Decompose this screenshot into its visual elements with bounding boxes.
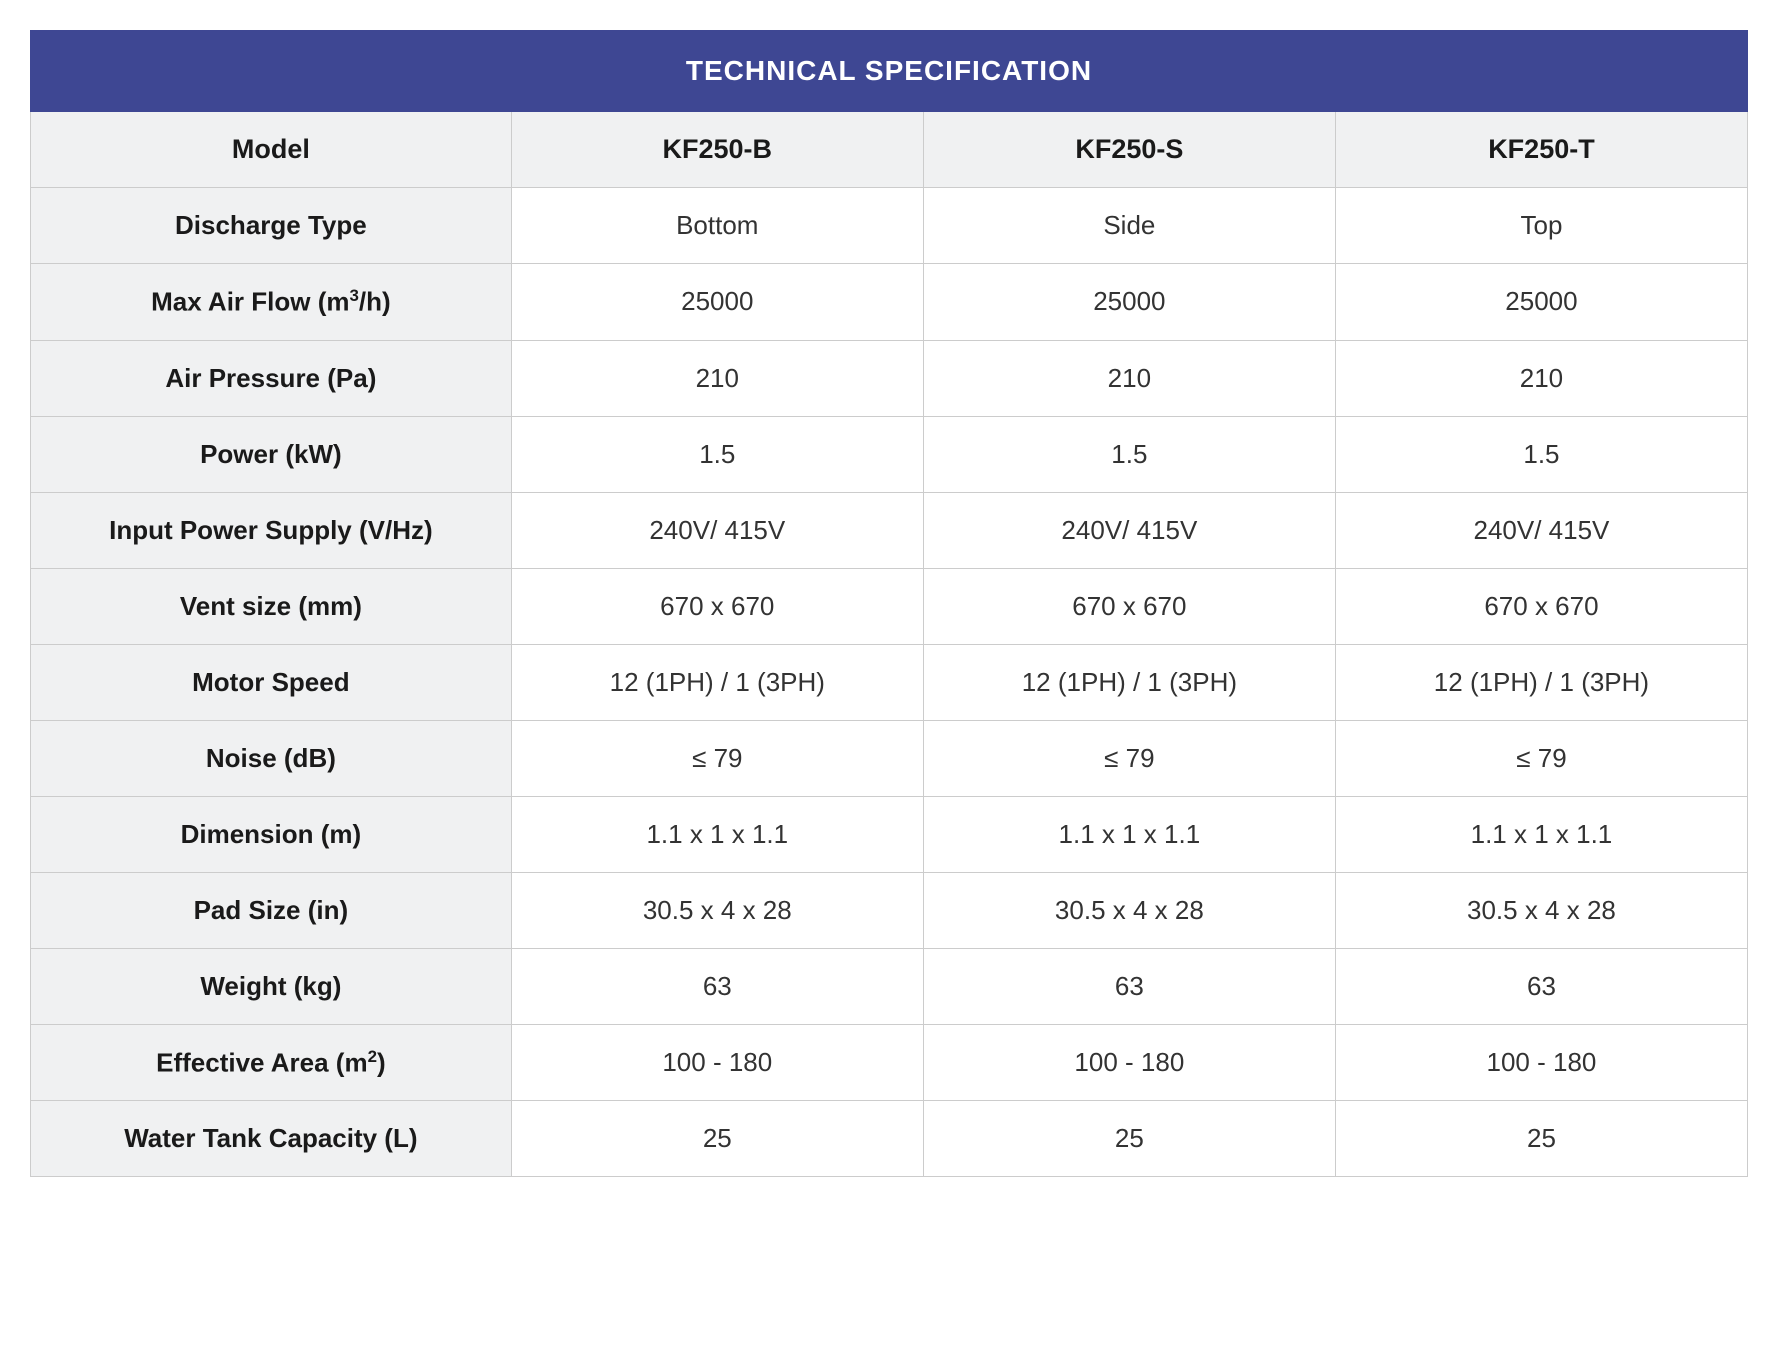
table-row: Motor Speed12 (1PH) / 1 (3PH)12 (1PH) / … [31,644,1748,720]
row-value: 12 (1PH) / 1 (3PH) [1335,644,1747,720]
row-value: 30.5 x 4 x 28 [1335,872,1747,948]
table-row: Air Pressure (Pa)210210210 [31,340,1748,416]
row-label: Input Power Supply (V/Hz) [31,492,512,568]
row-value: 25000 [511,264,923,341]
row-label: Max Air Flow (m3/h) [31,264,512,341]
row-value: ≤ 79 [1335,720,1747,796]
row-label: Pad Size (in) [31,872,512,948]
table-title-row: TECHNICAL SPECIFICATION [31,31,1748,112]
row-label: Power (kW) [31,416,512,492]
row-value: ≤ 79 [923,720,1335,796]
row-value: 25 [511,1101,923,1177]
row-value: 1.1 x 1 x 1.1 [511,796,923,872]
row-value: 670 x 670 [511,568,923,644]
row-value: 670 x 670 [1335,568,1747,644]
row-value: 1.5 [511,416,923,492]
row-label: Motor Speed [31,644,512,720]
row-label: Effective Area (m2) [31,1024,512,1101]
row-value: 1.5 [1335,416,1747,492]
row-value: 12 (1PH) / 1 (3PH) [511,644,923,720]
row-label: Noise (dB) [31,720,512,796]
row-value: 210 [1335,340,1747,416]
row-label: Air Pressure (Pa) [31,340,512,416]
technical-specification-table: TECHNICAL SPECIFICATION Model KF250-B KF… [30,30,1748,1177]
table-row: Max Air Flow (m3/h)250002500025000 [31,264,1748,341]
row-value: Bottom [511,188,923,264]
table-row: Effective Area (m2)100 - 180100 - 180100… [31,1024,1748,1101]
column-header-kf250-s: KF250-S [923,112,1335,188]
row-value: 63 [923,948,1335,1024]
row-value: 240V/ 415V [1335,492,1747,568]
row-value: 100 - 180 [1335,1024,1747,1101]
row-label: Dimension (m) [31,796,512,872]
table-row: Power (kW)1.51.51.5 [31,416,1748,492]
row-value: 1.5 [923,416,1335,492]
table-row: Weight (kg)636363 [31,948,1748,1024]
row-value: 210 [511,340,923,416]
row-value: 1.1 x 1 x 1.1 [923,796,1335,872]
row-value: 210 [923,340,1335,416]
table-row: Discharge TypeBottomSideTop [31,188,1748,264]
row-value: 100 - 180 [923,1024,1335,1101]
column-header-model: Model [31,112,512,188]
column-header-kf250-t: KF250-T [1335,112,1747,188]
table-row: Pad Size (in)30.5 x 4 x 2830.5 x 4 x 283… [31,872,1748,948]
row-value: 240V/ 415V [923,492,1335,568]
row-value: 12 (1PH) / 1 (3PH) [923,644,1335,720]
table-row: Input Power Supply (V/Hz)240V/ 415V240V/… [31,492,1748,568]
row-value: 1.1 x 1 x 1.1 [1335,796,1747,872]
table-row: Vent size (mm)670 x 670670 x 670670 x 67… [31,568,1748,644]
row-value: 240V/ 415V [511,492,923,568]
row-label: Weight (kg) [31,948,512,1024]
row-value: 670 x 670 [923,568,1335,644]
table-row: Dimension (m)1.1 x 1 x 1.11.1 x 1 x 1.11… [31,796,1748,872]
column-header-kf250-b: KF250-B [511,112,923,188]
table-row: Noise (dB)≤ 79≤ 79≤ 79 [31,720,1748,796]
row-value: 25 [1335,1101,1747,1177]
table-row: Water Tank Capacity (L)252525 [31,1101,1748,1177]
row-label: Vent size (mm) [31,568,512,644]
table-header-row: Model KF250-B KF250-S KF250-T [31,112,1748,188]
row-label: Water Tank Capacity (L) [31,1101,512,1177]
row-label: Discharge Type [31,188,512,264]
row-value: 30.5 x 4 x 28 [511,872,923,948]
table-body: Discharge TypeBottomSideTopMax Air Flow … [31,188,1748,1177]
row-value: 25000 [923,264,1335,341]
row-value: ≤ 79 [511,720,923,796]
row-value: Top [1335,188,1747,264]
row-value: 63 [1335,948,1747,1024]
row-value: 30.5 x 4 x 28 [923,872,1335,948]
row-value: Side [923,188,1335,264]
row-value: 63 [511,948,923,1024]
row-value: 25000 [1335,264,1747,341]
row-value: 100 - 180 [511,1024,923,1101]
row-value: 25 [923,1101,1335,1177]
table-title: TECHNICAL SPECIFICATION [31,31,1748,112]
